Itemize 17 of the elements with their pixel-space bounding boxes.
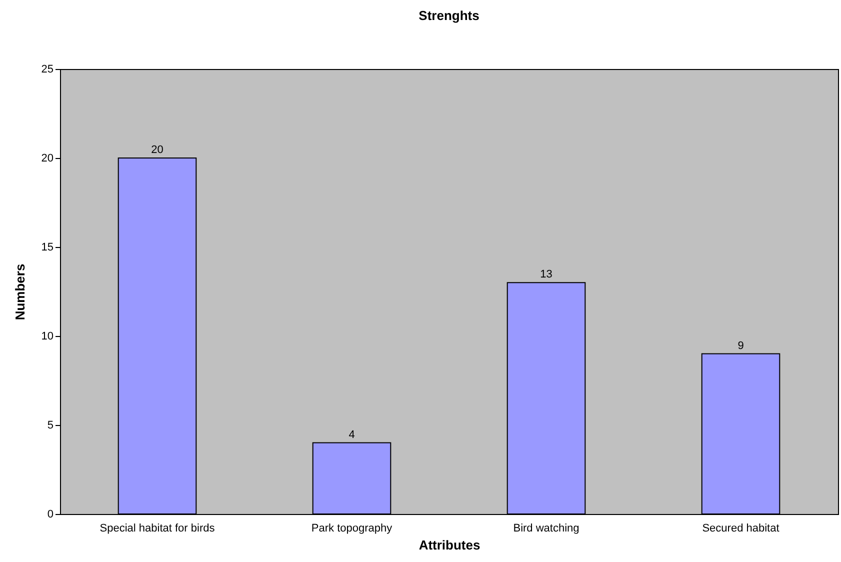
y-tick-label: 15 (41, 242, 54, 254)
chart-title: Strenghts (418, 8, 480, 23)
y-tick-label: 20 (41, 152, 54, 164)
x-tick-label: Secured habitat (702, 522, 780, 534)
y-tick-label: 0 (47, 508, 54, 520)
y-axis-title: Numbers (12, 264, 28, 320)
x-tick-label: Park topography (311, 522, 393, 534)
x-tick-label: Bird watching (513, 522, 580, 534)
x-tick-label: Special habitat for birds (100, 522, 216, 534)
y-tick-label: 25 (41, 64, 54, 76)
x-axis-title: Attributes (418, 538, 480, 552)
data-label: 9 (738, 340, 744, 352)
y-tick-label: 10 (41, 330, 54, 342)
data-label: 20 (151, 144, 164, 156)
data-label: 4 (348, 428, 355, 441)
y-tick-label: 5 (47, 420, 54, 432)
data-label: 13 (540, 268, 552, 281)
